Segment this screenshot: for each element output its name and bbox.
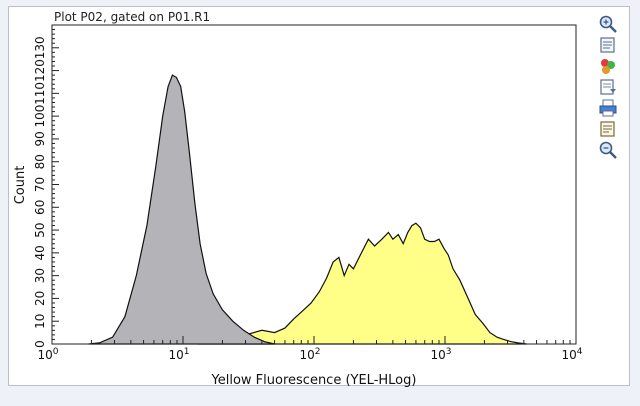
color-palette-icon[interactable] [597, 56, 619, 76]
y-tick-label: 60 [33, 200, 47, 215]
y-axis-title: Count [13, 166, 28, 205]
x-tick-label: 103 [430, 347, 451, 362]
y-tick-label: 90 [33, 131, 47, 146]
y-tick-label: 50 [33, 222, 47, 237]
zoom-in-icon[interactable] [597, 14, 619, 34]
properties-icon[interactable] [597, 77, 619, 97]
x-tick-label: 104 [561, 347, 582, 362]
plot-toolbar [597, 14, 623, 161]
y-tick-label: 10 [33, 314, 47, 329]
print-icon[interactable] [597, 98, 619, 118]
x-tick-label: 101 [168, 347, 189, 362]
y-tick-label: 20 [33, 291, 47, 306]
plot-title: Plot P02, gated on P01.R1 [54, 10, 211, 24]
y-tick-label: 0 [33, 340, 47, 348]
y-tick-label: 100 [33, 105, 47, 128]
export-icon[interactable] [597, 119, 619, 139]
y-tick-label: 110 [33, 82, 47, 105]
y-tick-label: 40 [33, 245, 47, 260]
histogram-series-2 [197, 222, 527, 345]
y-tick-label: 70 [33, 177, 47, 192]
x-tick-label: 102 [299, 347, 320, 362]
y-tick-label: 130 [33, 36, 47, 59]
copy-plot-icon[interactable] [597, 35, 619, 55]
y-tick-label: 120 [33, 59, 47, 82]
x-axis-title: Yellow Fluorescence (YEL-HLog) [211, 373, 417, 388]
x-tick-label: 100 [37, 347, 58, 362]
y-tick-label: 80 [33, 154, 47, 169]
y-tick-label: 30 [33, 268, 47, 283]
zoom-out-icon[interactable] [597, 140, 619, 160]
histogram-series-1 [88, 74, 275, 345]
